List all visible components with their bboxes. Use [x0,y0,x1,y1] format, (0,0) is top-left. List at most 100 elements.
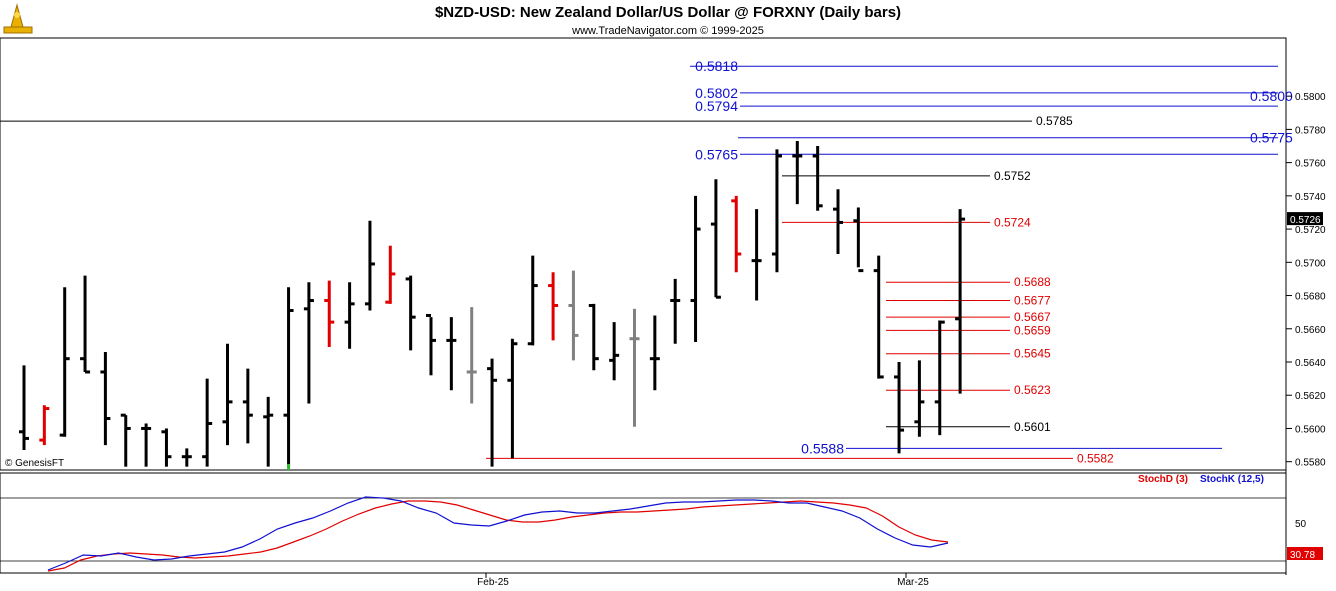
volume-marker [287,464,291,470]
ohlc-bar [344,282,355,349]
ohlc-bar [19,365,29,451]
reference-label: 0.5623 [1014,383,1051,397]
ohlc-bar [568,270,579,361]
ohlc-bar [446,317,457,391]
reference-label: 0.5775 [1250,130,1293,146]
reference-level-red: 0.5582 [486,451,1114,465]
reference-label: 0.5582 [1077,451,1114,465]
reference-level-blue: 0.5800 [1250,88,1293,104]
reference-label: 0.5802 [695,85,738,101]
last-price-box [1287,212,1323,226]
ohlc-bar [894,362,905,454]
reference-level-blue: 0.5794 [695,98,1278,114]
ohlc-bar [385,245,396,304]
x-tick-label: Feb-25 [477,577,509,588]
y-tick-label: 0.5740 [1295,192,1326,203]
ohlc-bar [588,303,599,371]
ohlc-bar [324,280,335,348]
ohlc-bar [507,338,518,459]
ohlc-bar [120,413,131,467]
ohlc-bar [914,360,925,437]
ohlc-bar [873,255,884,379]
ohlc-bar [59,287,70,437]
reference-label: 0.5667 [1014,310,1051,324]
ohlc-bar [141,423,152,467]
reference-level-red: 0.5623 [886,383,1051,397]
reference-label: 0.5818 [695,58,738,74]
legend-stochk: StochK (12,5) [1200,474,1264,485]
reference-label: 0.5794 [695,98,738,114]
ohlc-bar [242,368,253,444]
y-tick-label: 0.5660 [1295,325,1326,336]
ohlc-bar [100,352,111,446]
ohlc-bar [527,255,538,346]
y-tick-label: 0.5620 [1295,391,1326,402]
ohlc-bar [955,209,966,394]
ohlc-bar [710,179,721,299]
reference-label: 0.5659 [1014,323,1051,337]
y-tick-label: 0.5760 [1295,159,1326,170]
reference-label: 0.5645 [1014,347,1051,361]
reference-level-red: 0.5688 [886,275,1051,289]
stoch-last-value: 30.78 [1290,550,1315,561]
y-tick-label: 0.5800 [1295,92,1326,103]
ohlc-bar [792,141,803,205]
reference-level-blue: 0.5765 [695,146,1278,162]
stoch-last-box [1287,547,1323,560]
ohlc-bar [303,282,314,404]
reference-level-black: 0.5785 [0,114,1073,128]
y-tick-label: 0.5640 [1295,358,1326,369]
reference-level-red: 0.5677 [886,294,1051,308]
ohlc-bar [283,287,294,467]
ohlc-bar [39,405,50,446]
ohlc-bar [202,378,213,467]
ohlc-bar [364,220,375,311]
ohlc-bar [629,308,640,427]
ohlc-bar [833,189,843,254]
trade-navigator-logo [3,3,33,34]
ohlc-bar [670,278,681,344]
ohlc-bar [548,272,559,341]
ohlc-bar [405,275,416,351]
ohlc-bar [487,358,498,467]
ohlc-bar [263,396,274,467]
last-price-label: 0.5726 [1290,215,1321,226]
reference-level-blue: 0.5588 [801,440,1222,456]
ohlc-bar [181,448,192,467]
reference-label: 0.5752 [994,169,1031,183]
reference-label: 0.5601 [1014,420,1051,434]
ohlc-bar [161,428,172,467]
ohlc-bar [649,315,660,391]
reference-level-blue: 0.5802 [695,85,1278,101]
stoch-tick-label: 50 [1295,519,1307,530]
reference-label: 0.5677 [1014,294,1051,308]
ohlc-bar [934,320,945,436]
y-tick-label: 0.5580 [1295,458,1326,469]
ohlc-bar [731,195,742,273]
y-tick-label: 0.5720 [1295,225,1326,236]
reference-level-red: 0.5724 [782,215,1031,229]
ohlc-bar [426,313,436,376]
reference-label: 0.5800 [1250,88,1293,104]
reference-label: 0.5588 [801,440,844,456]
ohlc-bar [853,207,864,273]
ohlc-bar [812,146,823,211]
stoch-series-line [47,496,949,571]
reference-label: 0.5785 [1036,114,1073,128]
ohlc-bar [609,322,620,381]
ohlc-bar [222,343,233,446]
ohlc-bar [771,149,782,273]
y-tick-label: 0.5600 [1295,424,1326,435]
chart-title: $NZD-USD: New Zealand Dollar/US Dollar @… [435,4,901,21]
x-tick-label: Mar-25 [897,577,929,588]
reference-level-blue: 0.5775 [738,130,1293,146]
reference-label: 0.5765 [695,146,738,162]
y-tick-label: 0.5680 [1295,292,1326,303]
reference-label: 0.5688 [1014,275,1051,289]
reference-level-black: 0.5601 [886,420,1051,434]
ohlc-bar [751,209,762,301]
reference-label: 0.5724 [994,215,1031,229]
reference-level-black: 0.5752 [782,169,1031,183]
